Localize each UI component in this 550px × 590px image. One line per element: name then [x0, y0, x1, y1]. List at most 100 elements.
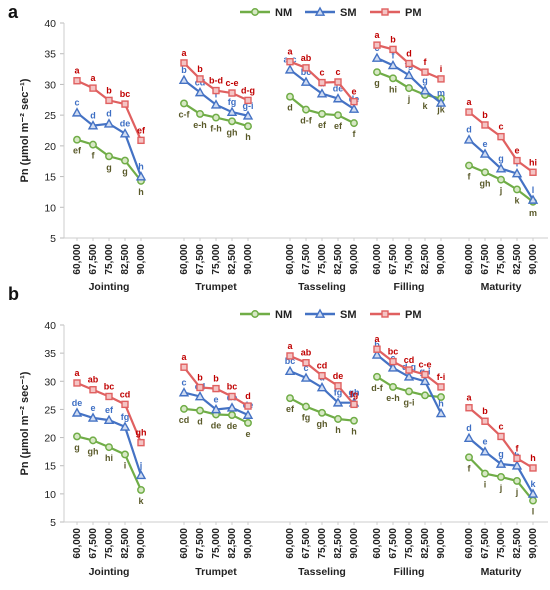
significance-letter: e	[90, 403, 95, 413]
data-point-pm	[513, 156, 521, 165]
data-point-sm	[87, 120, 99, 130]
significance-letter: j	[499, 483, 503, 493]
significance-letter: d	[245, 391, 251, 401]
significance-letter: c	[303, 363, 308, 373]
data-point-nm	[481, 469, 489, 478]
y-tick-label: 35	[44, 348, 56, 360]
data-point-sm	[371, 349, 383, 359]
data-point-nm	[465, 161, 473, 170]
data-point-sm	[435, 97, 447, 107]
data-point-pm	[373, 345, 381, 353]
significance-letter: k	[138, 496, 144, 506]
data-point-nm	[244, 418, 252, 427]
significance-letter: cd	[120, 389, 131, 399]
data-point-nm	[286, 394, 294, 403]
data-point-sm	[87, 412, 99, 422]
significance-letter: h	[335, 425, 341, 435]
significance-letter: c	[181, 378, 186, 388]
significance-letter: c-f	[179, 109, 191, 119]
data-point-pm	[350, 97, 358, 106]
group-label: Jointing	[89, 281, 130, 293]
x-tick-label: 75,000	[211, 244, 222, 275]
significance-letter: e	[482, 139, 487, 149]
data-point-pm	[89, 84, 97, 92]
significance-letter: fg	[302, 413, 311, 423]
data-point-sm	[495, 163, 507, 173]
data-point-pm	[196, 75, 204, 83]
data-point-sm	[435, 407, 447, 418]
x-tick-label: 60,000	[464, 528, 475, 559]
significance-letter: j	[515, 487, 519, 497]
y-tick-label: 30	[44, 376, 56, 388]
data-point-nm	[373, 68, 381, 77]
data-point-sm	[463, 134, 475, 144]
data-point-nm	[405, 387, 413, 396]
significance-letter: gh	[88, 446, 99, 456]
significance-letter: fg	[121, 412, 130, 422]
data-point-sm	[511, 460, 523, 470]
significance-letter: gh	[136, 428, 147, 438]
data-point-pm	[73, 77, 81, 85]
significance-letter: m	[437, 88, 445, 98]
data-point-sm	[178, 387, 190, 397]
significance-letter: bc	[388, 347, 399, 357]
significance-letter: ef	[105, 405, 114, 415]
x-tick-label: 60,000	[464, 244, 475, 275]
data-point-nm	[513, 185, 521, 194]
significance-letter: b	[181, 65, 187, 75]
significance-letter: b	[482, 110, 488, 120]
significance-letter: ab	[301, 348, 312, 358]
x-tick-label: 60,000	[72, 244, 83, 275]
data-point-pm	[389, 357, 397, 366]
data-point-pm	[318, 371, 326, 380]
significance-letter: h	[245, 132, 251, 142]
data-point-pm	[405, 366, 413, 374]
significance-letter: de	[227, 421, 238, 431]
significance-letter: d	[406, 49, 412, 59]
data-point-pm	[465, 404, 473, 412]
legend-label: PM	[405, 309, 422, 321]
data-point-pm	[405, 59, 413, 68]
significance-letter: ef	[334, 121, 343, 131]
data-point-sm	[242, 409, 254, 419]
significance-letter: j	[499, 186, 503, 196]
significance-letter: d-f	[371, 383, 383, 393]
data-point-sm	[300, 76, 312, 86]
significance-letter: j	[139, 460, 143, 470]
data-point-sm	[387, 362, 399, 372]
significance-letter: c	[390, 353, 395, 363]
significance-letter: e	[213, 394, 218, 404]
data-point-sm	[527, 194, 539, 204]
x-tick-label: 90,000	[436, 528, 447, 559]
data-point-sm	[403, 371, 415, 381]
data-point-sm	[103, 414, 115, 425]
significance-letter: g	[498, 154, 504, 164]
data-point-pm	[334, 382, 342, 390]
data-point-pm	[244, 96, 252, 105]
data-point-pm	[196, 383, 204, 392]
group-label: Maturity	[481, 566, 522, 578]
data-point-nm	[389, 74, 397, 83]
legend-marker	[251, 310, 259, 318]
x-tick-label: 82,500	[120, 528, 131, 559]
x-tick-label: 82,500	[227, 528, 238, 559]
data-point-pm	[137, 438, 145, 447]
significance-letter: ef	[286, 404, 295, 414]
significance-letter: d	[197, 417, 203, 427]
significance-letter: c	[335, 67, 340, 77]
x-tick-label: 75,000	[496, 244, 507, 275]
data-point-nm	[302, 402, 310, 411]
data-point-sm	[71, 407, 83, 417]
data-point-nm	[350, 416, 358, 425]
y-tick-label: 5	[50, 517, 56, 529]
x-tick-label: 60,000	[372, 528, 383, 559]
significance-letter: f-h	[210, 124, 222, 134]
significance-letter: b	[482, 406, 488, 416]
data-point-sm	[226, 106, 238, 116]
group-label: Maturity	[481, 281, 522, 293]
significance-letter: e-h	[386, 393, 400, 403]
significance-letter: a	[466, 393, 472, 403]
data-point-nm	[228, 117, 236, 126]
y-tick-label: 5	[50, 233, 56, 245]
significance-letter: de	[211, 420, 222, 430]
